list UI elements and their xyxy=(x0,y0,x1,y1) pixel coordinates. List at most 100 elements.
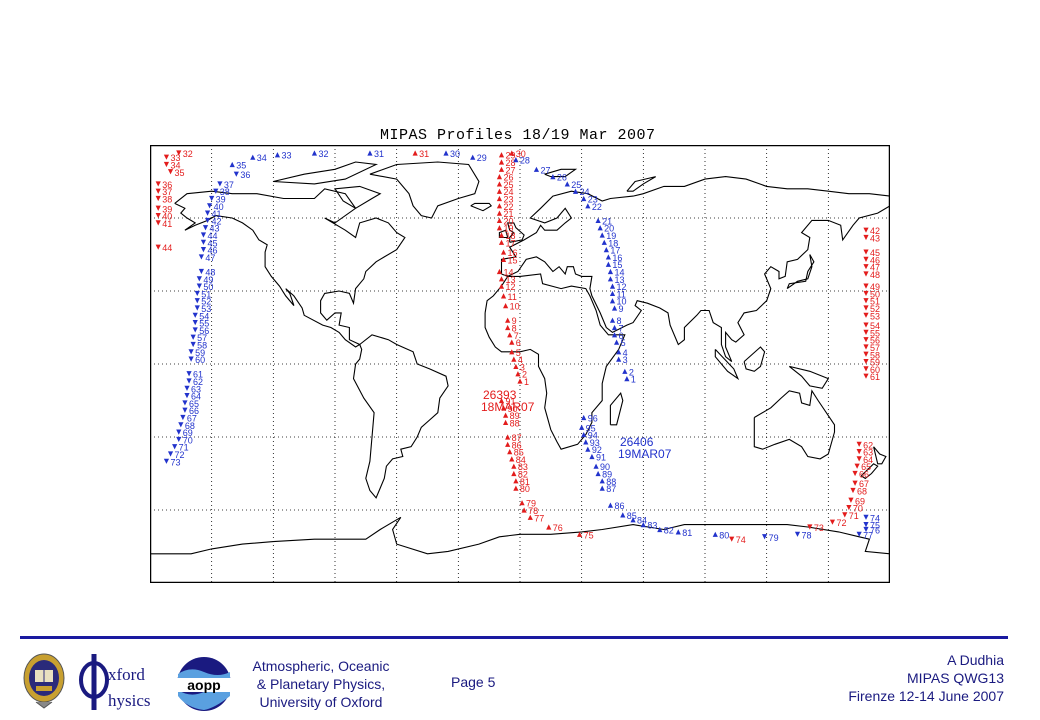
blue-profile-marker xyxy=(190,334,196,340)
red-profile-label: 76 xyxy=(553,523,563,533)
red-profile-marker xyxy=(498,159,505,165)
red-profile-label: 23 xyxy=(503,195,513,205)
red-profile-marker xyxy=(863,264,869,270)
blue-profile-label: 58 xyxy=(197,341,207,351)
red-profile-marker xyxy=(496,188,503,194)
blue-profile-label: 74 xyxy=(870,513,880,523)
red-profile-label: 42 xyxy=(870,226,880,236)
red-profile-marker xyxy=(863,329,869,335)
blue-profile-marker xyxy=(620,512,626,518)
red-profile-label: 81 xyxy=(520,477,530,487)
red-profile-marker xyxy=(498,232,505,238)
blue-profile-label: 49 xyxy=(203,275,213,285)
red-profile-marker xyxy=(505,324,511,331)
red-profile-label: 68 xyxy=(857,487,867,497)
blue-profile-label: 23 xyxy=(588,195,598,205)
blue-profile-marker xyxy=(209,195,215,202)
blue-profile-marker xyxy=(564,181,570,187)
blue-profile-marker xyxy=(186,378,192,384)
red-profile-marker xyxy=(513,363,519,370)
blue-profile-marker xyxy=(597,225,603,231)
blue-profile-label: 73 xyxy=(170,457,180,467)
institute-name: Atmospheric, Oceanic & Planetary Physics… xyxy=(241,657,401,711)
coastlines xyxy=(150,161,890,555)
red-profile-label: 52 xyxy=(870,304,880,314)
blue-profile-marker xyxy=(204,210,211,216)
blue-profile-marker xyxy=(178,422,184,428)
blue-profile-label: 52 xyxy=(201,297,211,307)
blue-profile-label: 29 xyxy=(477,153,487,163)
blue-profile-marker xyxy=(200,239,207,245)
red-profile-marker xyxy=(863,283,869,289)
blue-profile-marker xyxy=(657,526,663,533)
blue-profile-marker xyxy=(583,439,589,445)
blue-profile-marker xyxy=(180,414,186,421)
blue-profile-marker xyxy=(198,268,204,275)
antarctica-coast xyxy=(150,516,890,555)
red-profile-marker xyxy=(511,470,517,477)
blue-profile-marker xyxy=(712,531,718,537)
red-profile-label: 6 xyxy=(516,338,521,348)
red-orbit-number: 26393 xyxy=(483,388,517,402)
blue-profile-label: 79 xyxy=(769,533,779,543)
blue-profile-label: 88 xyxy=(606,477,616,487)
red-profile-marker xyxy=(167,169,174,175)
institute-line-2: & Planetary Physics, xyxy=(256,676,386,692)
blue-profile-label: 21 xyxy=(602,216,612,226)
blue-profile-marker xyxy=(616,356,622,362)
red-profile-marker xyxy=(498,397,505,404)
blue-profile-marker xyxy=(605,254,611,260)
red-profile-marker xyxy=(498,276,505,282)
blue-profile-label: 30 xyxy=(450,149,460,159)
blue-profile-label: 7 xyxy=(619,324,624,334)
red-profile-label: 60 xyxy=(870,365,880,375)
red-profile-label: 30 xyxy=(516,149,526,159)
blue-profile-label: 18 xyxy=(608,238,618,248)
blue-profile-label: 62 xyxy=(193,377,203,387)
red-profile-label: 56 xyxy=(870,336,880,346)
blue-profile-marker xyxy=(624,376,630,382)
blue-profile-label: 57 xyxy=(197,333,207,343)
blue-profile-marker xyxy=(192,327,198,333)
red-profile-marker xyxy=(863,373,869,379)
blue-profile-marker xyxy=(595,217,601,224)
red-profile-label: 45 xyxy=(870,248,880,258)
blue-profile-marker xyxy=(192,312,198,318)
red-profile-label: 84 xyxy=(516,455,526,465)
madagascar-coast xyxy=(609,392,624,426)
blue-profile-label: 80 xyxy=(719,530,729,540)
red-profile-label: 90 xyxy=(508,404,518,414)
red-profile-marker xyxy=(863,366,869,372)
blue-profile-marker xyxy=(188,356,194,362)
orbit-labels: 26393 18MAR07 26406 19MAR07 xyxy=(481,388,672,461)
novaya-zemlya-coast xyxy=(626,176,656,192)
red-profile-marker xyxy=(863,305,869,311)
red-profile-marker xyxy=(856,449,862,455)
red-profile-marker xyxy=(155,220,161,226)
red-profile-label: 3 xyxy=(520,362,525,372)
blue-profile-label: 71 xyxy=(179,443,189,453)
blue-profile-marker xyxy=(593,463,599,469)
blue-profile-label: 40 xyxy=(214,202,224,212)
red-profile-label: 85 xyxy=(514,448,524,458)
blue-profile-marker xyxy=(599,485,605,491)
red-profile-marker xyxy=(577,531,583,537)
new-guinea-coast xyxy=(788,365,830,389)
red-profile-label: 46 xyxy=(870,255,880,265)
red-profile-marker xyxy=(863,322,869,328)
red-profile-label: 28 xyxy=(506,158,516,168)
blue-profile-marker xyxy=(184,385,190,391)
blue-profile-label: 83 xyxy=(647,521,657,531)
red-profile-marker xyxy=(852,470,858,477)
red-profile-marker xyxy=(498,152,505,158)
red-profile-marker xyxy=(496,217,503,224)
red-profile-label: 86 xyxy=(512,440,522,450)
blue-profile-marker xyxy=(200,247,207,253)
red-profile-label: 15 xyxy=(508,255,518,265)
blue-profile-marker xyxy=(589,453,595,460)
blue-profile-label: 47 xyxy=(205,253,215,263)
red-profile-marker xyxy=(498,283,505,289)
red-profile-label: 21 xyxy=(503,209,513,219)
red-orbit-date: 18MAR07 xyxy=(481,400,535,414)
red-profile-marker xyxy=(155,205,161,211)
